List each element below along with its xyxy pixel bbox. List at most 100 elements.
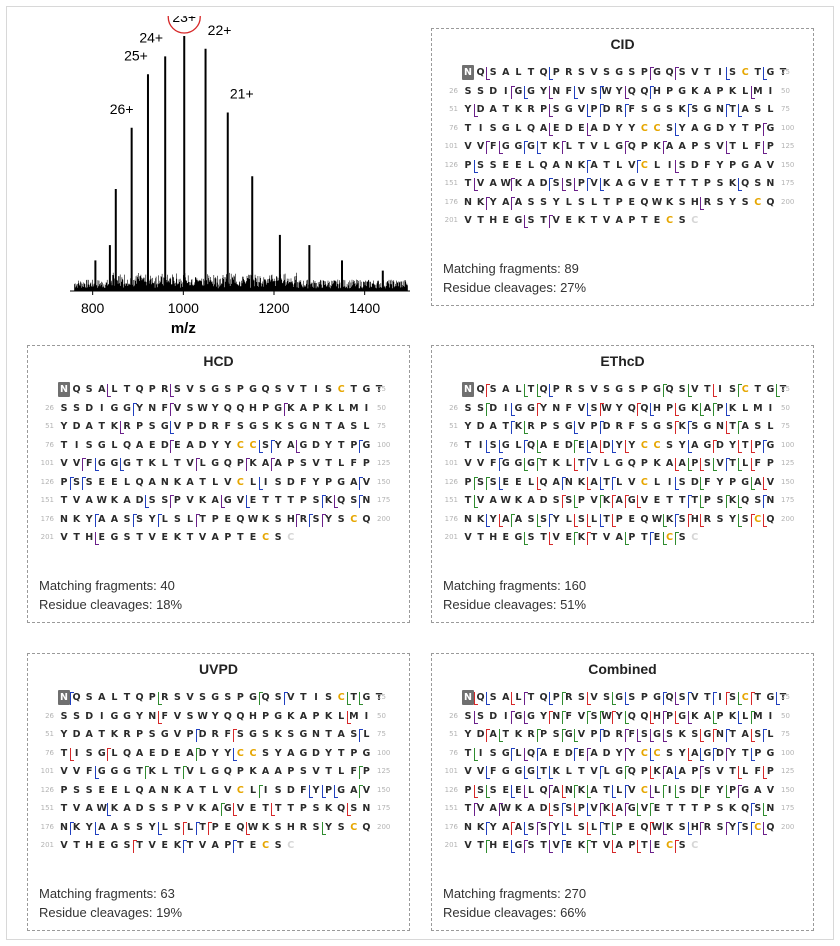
residue: S — [186, 402, 194, 414]
residue: G — [362, 384, 371, 395]
residue: G — [211, 692, 220, 703]
cleavage-marker — [498, 513, 503, 527]
residue: A — [691, 439, 699, 451]
residue: S — [123, 532, 131, 543]
cleavage-marker — [725, 747, 730, 761]
residue: Y — [729, 821, 737, 833]
cleavage-marker — [599, 104, 604, 117]
residue: V — [60, 532, 68, 543]
residue: Q — [476, 692, 485, 703]
residue: A — [489, 495, 497, 506]
residue: G — [97, 458, 106, 469]
residue: A — [287, 439, 295, 451]
sequence-row: 151 T V A W K A D S S P V K A G V E T T T P S K Q S N 175 — [40, 801, 404, 820]
residue: E — [653, 532, 661, 543]
residue: A — [489, 803, 497, 814]
residue-number-start: 151 — [444, 496, 458, 504]
residue: I — [74, 747, 79, 759]
residue: I — [768, 85, 773, 97]
residue: Q — [766, 196, 775, 208]
residue: G — [766, 122, 775, 134]
residue: S — [148, 495, 156, 506]
residue: M — [753, 402, 763, 414]
residue: S — [552, 178, 560, 189]
cleavage-marker — [511, 840, 516, 853]
cleavage-marker — [536, 513, 541, 527]
cleavage-marker — [637, 402, 642, 416]
cleavage-marker — [296, 439, 301, 453]
sequence-row: 176 N K Y A A S S Y L S L T P E Q W K S H R S Y S C Q 200 — [444, 820, 808, 839]
residue: S — [565, 495, 573, 506]
residue: T — [337, 747, 345, 759]
residue: L — [338, 766, 345, 777]
residue: K — [514, 729, 523, 740]
residue: L — [338, 710, 345, 722]
residue-number-end: 25 — [781, 693, 790, 701]
residue: Y — [615, 439, 623, 451]
residue-number-start: 201 — [444, 533, 458, 541]
cleavage-marker — [712, 710, 717, 724]
cleavage-marker — [271, 439, 276, 453]
residue: V — [590, 766, 598, 777]
cleavage-marker — [94, 513, 99, 527]
residue: E — [148, 747, 156, 759]
residue: V — [464, 141, 472, 152]
residue: A — [211, 495, 219, 506]
residue: S — [274, 476, 282, 488]
residue: G — [653, 729, 661, 740]
residue: Q — [640, 196, 649, 208]
residue: G — [223, 495, 232, 506]
residue: K — [324, 803, 333, 814]
cleavage-marker — [750, 458, 755, 471]
residue: P — [262, 710, 270, 722]
residue: A — [186, 476, 194, 488]
residue: T — [98, 729, 106, 740]
residue-number-start: 151 — [40, 804, 54, 812]
residue: G — [527, 141, 535, 152]
cleavage-marker — [258, 439, 263, 453]
residue: K — [577, 476, 586, 488]
residue: T — [73, 532, 80, 543]
residue: P — [691, 458, 699, 469]
residue: Y — [85, 513, 93, 525]
cleavage-marker — [511, 421, 516, 434]
residue: T — [754, 384, 762, 395]
residue: K — [602, 178, 611, 189]
residue: K — [653, 766, 661, 777]
residue: D — [72, 421, 81, 432]
residue: S — [678, 476, 686, 488]
residue: C — [236, 476, 244, 488]
residue: S — [540, 513, 548, 525]
residue: K — [249, 766, 257, 777]
cleavage-marker — [498, 141, 503, 154]
cleavage-marker — [549, 104, 554, 117]
residue-number-end: 75 — [377, 730, 386, 738]
residue: L — [199, 458, 206, 469]
residue: K — [728, 710, 737, 722]
cleavage-marker — [574, 803, 579, 816]
residue: G — [627, 495, 636, 506]
residue: Q — [526, 122, 536, 134]
residue: P — [312, 402, 320, 414]
cleavage-marker — [157, 513, 162, 527]
residue: L — [212, 476, 219, 488]
cleavage-marker — [574, 513, 579, 527]
residue: Y — [464, 104, 472, 115]
residue: T — [477, 840, 484, 851]
residue: F — [224, 729, 232, 740]
residue: S — [350, 421, 358, 432]
residue: W — [247, 513, 259, 525]
residue: R — [527, 104, 535, 115]
cleavage-marker — [687, 384, 692, 397]
residue: Y — [678, 747, 686, 759]
residue: L — [161, 458, 168, 469]
residue: S — [678, 532, 686, 543]
residue: T — [174, 766, 181, 777]
residue: Y — [325, 439, 333, 451]
residue: G — [527, 85, 535, 97]
cleavage-marker — [586, 476, 591, 490]
residue-number-start: 201 — [444, 216, 458, 224]
residue: G — [564, 104, 573, 115]
cleavage-marker — [523, 421, 528, 434]
residue-number-end: 100 — [377, 440, 391, 449]
